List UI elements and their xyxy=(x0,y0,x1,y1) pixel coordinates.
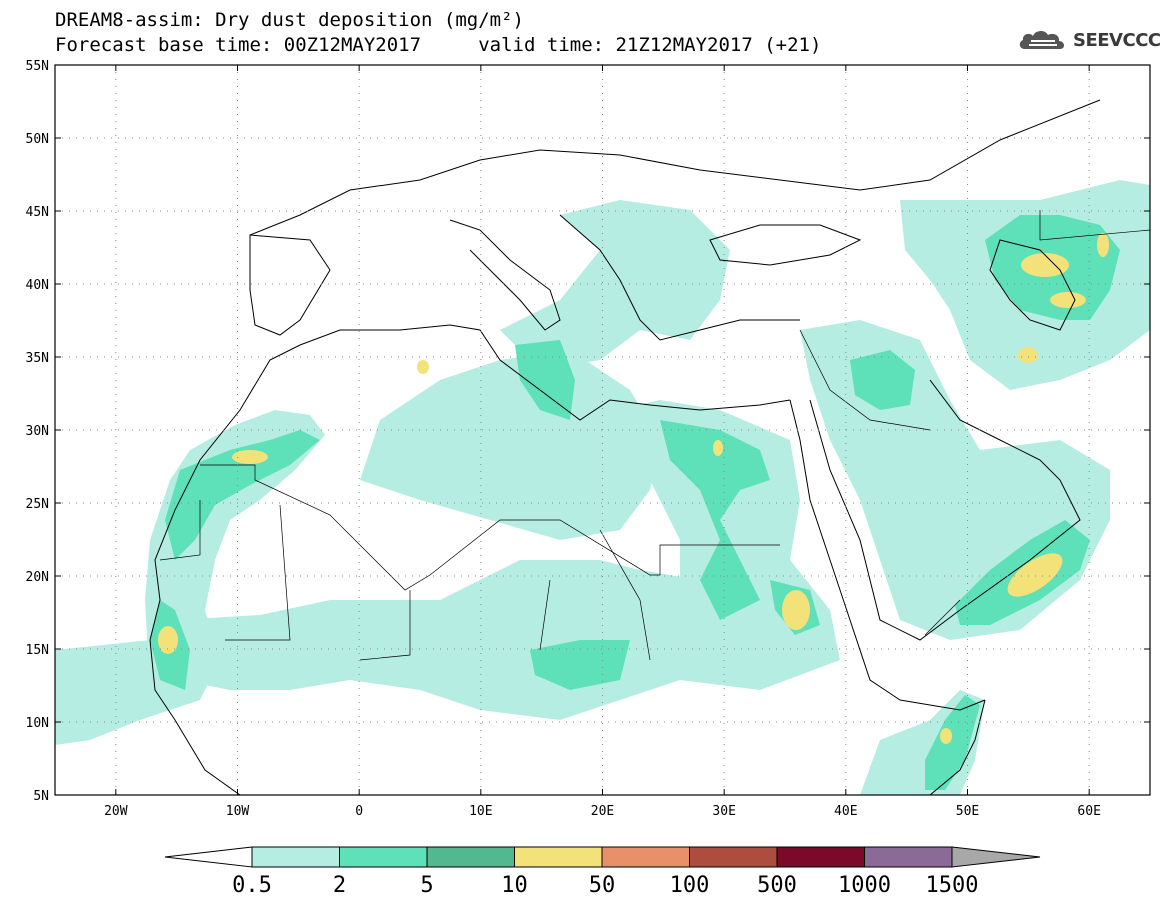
longitude-axis: 20W 10W 0 10E 20E 30E 40E 50E 60E xyxy=(104,65,1101,819)
lon-tick-label: 10W xyxy=(226,804,250,819)
mediterranean-north xyxy=(559,214,800,341)
deposition-area-medium xyxy=(925,695,980,790)
lat-tick-label: 40N xyxy=(26,278,49,293)
colorbar-box xyxy=(864,846,953,868)
lat-tick-label: 45N xyxy=(26,205,49,220)
lat-tick-label: 50N xyxy=(26,132,49,147)
lat-tick-label: 35N xyxy=(26,351,49,366)
lon-tick-label: 50E xyxy=(956,804,979,819)
deposition-area-medium xyxy=(530,640,630,690)
mediterranean-coast xyxy=(299,324,791,421)
horn-coast xyxy=(929,699,986,795)
graticule xyxy=(55,65,1150,795)
colorbar-label: 500 xyxy=(757,873,797,898)
colorbar-label: 1000 xyxy=(838,873,891,898)
lat-tick-label: 10N xyxy=(26,716,49,731)
colorbar-under-triangle xyxy=(164,846,253,868)
colorbar-label: 0.5 xyxy=(232,873,272,898)
deposition-area-medium xyxy=(850,350,915,410)
red-sea-coast xyxy=(789,399,986,711)
lat-tick-label: 30N xyxy=(26,424,49,439)
deposition-area-medium xyxy=(515,340,575,420)
italy-coast xyxy=(449,219,561,331)
deposition-hotspot xyxy=(782,590,810,630)
dust-deposition-map: 20W 10W 0 10E 20E 30E 40E 50E 60E 55N 50N 45N 40N 35… xyxy=(26,59,1151,819)
deposition-hotspot xyxy=(1021,253,1069,277)
colorbar-box xyxy=(601,846,690,868)
deposition-area-medium xyxy=(165,430,320,560)
lat-tick-label: 20N xyxy=(26,570,49,585)
lon-tick-label: 40E xyxy=(834,804,857,819)
deposition-hotspot xyxy=(158,626,178,654)
colorbar-box xyxy=(689,846,778,868)
colorbar-label: 10 xyxy=(501,873,528,898)
deposition-hotspot xyxy=(1018,347,1038,363)
colorbar-boxes xyxy=(164,846,1041,868)
deposition-area-light xyxy=(500,200,730,370)
colorbar-label: 50 xyxy=(589,873,616,898)
deposition-hotspot xyxy=(1007,553,1063,597)
colorbar-box xyxy=(776,846,865,868)
latitude-axis: 55N 50N 45N 40N 35N 30N 25N 20N 15N 10N 5N xyxy=(26,59,1150,804)
cloud-icon xyxy=(1019,30,1065,49)
colorbar-label: 100 xyxy=(670,873,710,898)
lat-tick-label: 15N xyxy=(26,643,49,658)
lat-tick-label: 55N xyxy=(26,59,49,74)
black-sea-coast xyxy=(709,224,862,266)
deposition-area-light xyxy=(175,560,840,720)
colorbar-label: 1500 xyxy=(926,873,979,898)
colorbar: 0.5 2 5 10 50 100 500 1000 1500 xyxy=(164,846,1041,898)
lat-tick-label: 25N xyxy=(26,497,49,512)
lon-tick-label: 60E xyxy=(1077,804,1100,819)
colorbar-label: 2 xyxy=(333,873,346,898)
colorbar-over-triangle xyxy=(951,846,1041,868)
lon-tick-label: 30E xyxy=(712,804,735,819)
lon-tick-label: 10E xyxy=(469,804,492,819)
deposition-hotspot xyxy=(1097,233,1109,257)
lon-tick-label: 20E xyxy=(591,804,614,819)
africa-coastline xyxy=(149,344,301,795)
map-title: DREAM8-assim: Dry dust deposition (mg/m²… xyxy=(55,9,524,31)
europe-outline xyxy=(249,99,1101,236)
deposition-hotspot xyxy=(940,728,952,744)
coastlines xyxy=(149,99,1150,795)
deposition-area-medium xyxy=(660,420,770,620)
lon-tick-label: 20W xyxy=(104,804,128,819)
borders-sahel xyxy=(159,500,651,661)
deposition-hotspot xyxy=(232,450,268,464)
deposition-area-light xyxy=(360,350,660,540)
lat-tick-label: 5N xyxy=(33,789,49,804)
colorbar-label: 5 xyxy=(420,873,433,898)
forecast-time-subtitle: Forecast base time: 00Z12MAY2017 valid t… xyxy=(55,34,822,56)
deposition-hotspot xyxy=(713,440,723,456)
colorbar-labels: 0.5 2 5 10 50 100 500 1000 1500 xyxy=(232,873,978,898)
colorbar-box xyxy=(514,846,603,868)
caspian-coast xyxy=(989,239,1076,331)
deposition-hotspot xyxy=(417,360,429,374)
colorbar-box xyxy=(426,846,515,868)
logo-text: SEEVCCC xyxy=(1073,29,1161,51)
arabia-coast xyxy=(809,379,1081,641)
colorbar-box xyxy=(251,846,340,868)
deposition-hotspot xyxy=(1050,292,1086,308)
borders-north-africa xyxy=(200,464,780,591)
iberia-coast xyxy=(249,234,331,336)
deposition-area-light xyxy=(615,400,830,640)
lon-tick-label: 0 xyxy=(355,804,363,819)
deposition-fields xyxy=(55,180,1150,795)
colorbar-box xyxy=(339,846,428,868)
borders-middle-east xyxy=(799,210,1150,636)
seevccc-logo: SEEVCCC xyxy=(1017,25,1161,55)
